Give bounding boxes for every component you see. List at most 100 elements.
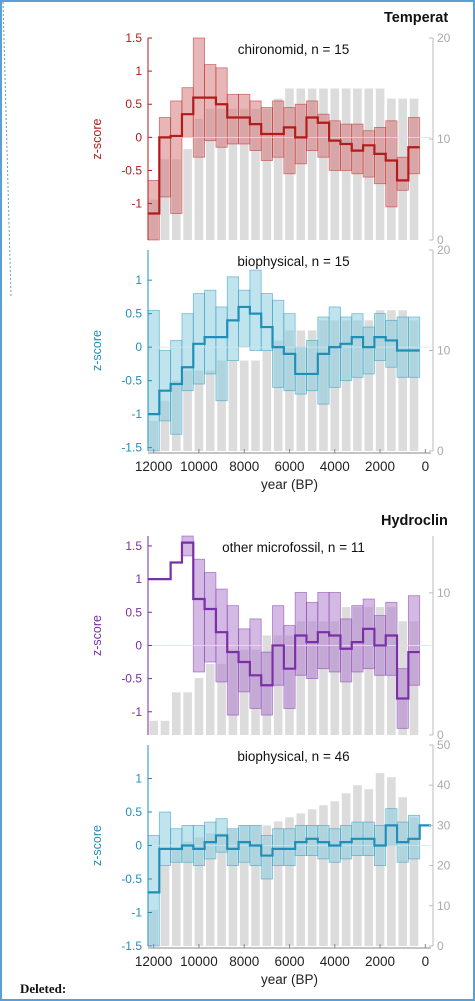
y-tick-label: 1.5 <box>125 539 142 553</box>
x-tick-label: 2000 <box>365 954 395 969</box>
count-bar <box>228 360 238 451</box>
y-tick-label: -1 <box>131 906 142 920</box>
temperature-heading: Temperat <box>384 10 449 26</box>
count-bar <box>183 370 192 451</box>
count-bar <box>375 310 385 451</box>
comment-leader-line <box>2 2 12 297</box>
y2-tick-label: 10 <box>437 344 451 358</box>
count-bar <box>239 649 249 735</box>
y-tick-label: 1.5 <box>125 31 142 45</box>
count-bar <box>364 320 374 451</box>
y-tick-label: 0 <box>135 839 142 853</box>
count-bar <box>205 833 215 946</box>
count-bar <box>160 720 170 735</box>
y-tick-label: 0.5 <box>125 97 142 111</box>
x-tick-label: 2000 <box>365 459 395 474</box>
count-bar <box>194 837 204 946</box>
count-bar <box>251 360 260 451</box>
x-tick-label: 0 <box>422 954 430 969</box>
y-tick-label: -0.5 <box>121 872 142 886</box>
mean-zscore-line <box>148 541 420 700</box>
count-bar <box>171 692 181 735</box>
uncertainty-box <box>407 595 421 686</box>
y2-tick-label: 20 <box>437 31 451 45</box>
y2-tick-label: 10 <box>437 132 451 146</box>
count-bar <box>239 825 249 946</box>
count-bar <box>296 621 306 735</box>
x-tick-label: 6000 <box>274 459 304 474</box>
count-bar <box>194 678 204 735</box>
mean-zscore-line <box>148 305 420 416</box>
y2-tick-label: 20 <box>437 243 451 257</box>
hydroclimate-heading: Hydroclin <box>381 513 448 529</box>
count-bar <box>285 817 294 946</box>
count-bar <box>330 801 340 946</box>
y-tick-label: 0 <box>135 340 142 354</box>
count-bar <box>273 340 283 451</box>
count-bar <box>205 108 215 240</box>
y2-tick-label: 30 <box>437 818 451 832</box>
y-tick-label: 1 <box>135 772 142 786</box>
count-bar <box>194 370 204 451</box>
y2-tick-label: 0 <box>437 939 444 953</box>
count-bar <box>251 825 260 946</box>
x-tick-label: 8000 <box>229 954 259 969</box>
count-bar <box>228 829 238 946</box>
panel-subtitle: biophysical, n = 46 <box>237 749 349 764</box>
y-axis-title: z-score <box>90 118 104 159</box>
y2-tick-label: 10 <box>437 899 451 913</box>
count-bar <box>217 108 226 240</box>
count-bar <box>205 370 215 451</box>
y2-tick-label: 0 <box>437 444 444 458</box>
count-bar <box>409 320 419 451</box>
x-tick-label: 10000 <box>180 459 218 474</box>
count-bar <box>296 813 306 946</box>
y-tick-label: -1.5 <box>121 939 142 953</box>
count-bar <box>183 692 192 735</box>
mean-zscore-line <box>148 96 420 215</box>
count-bar <box>398 797 408 946</box>
count-bar <box>171 849 181 946</box>
y-tick-label: -1.5 <box>121 441 142 455</box>
count-bar <box>341 793 351 946</box>
count-bar <box>149 720 158 735</box>
count-bar <box>239 108 249 240</box>
count-bar <box>341 320 351 451</box>
count-bar <box>183 841 192 946</box>
count-bar <box>160 400 170 451</box>
count-bar <box>319 805 328 946</box>
panel-subtitle: biophysical, n = 15 <box>237 254 349 269</box>
x-axis-title: year (BP) <box>261 972 318 987</box>
count-bar <box>353 320 362 451</box>
x-tick-label: 0 <box>422 459 430 474</box>
count-bar <box>217 663 226 735</box>
panel-subtitle: other microfossil, n = 11 <box>222 540 365 555</box>
y-tick-label: 0.5 <box>125 805 142 819</box>
y-axis-title: z-score <box>90 825 104 866</box>
count-bar <box>217 833 226 946</box>
count-bar <box>262 350 272 451</box>
y-tick-label: 0.5 <box>125 307 142 321</box>
count-bar <box>387 310 396 451</box>
x-tick-label: 4000 <box>320 459 350 474</box>
y-tick-label: 1 <box>135 64 142 78</box>
y-axis-title: z-score <box>90 615 104 656</box>
x-axis-title: year (BP) <box>261 477 318 492</box>
y-tick-label: 0.5 <box>125 605 142 619</box>
y-tick-label: -0.5 <box>121 163 142 177</box>
count-bar <box>296 88 306 240</box>
y-tick-label: 0 <box>135 130 142 144</box>
count-bar <box>205 663 215 735</box>
y2-tick-label: 10 <box>437 586 451 600</box>
count-bar <box>160 865 170 946</box>
count-bar <box>319 88 328 240</box>
count-bar <box>183 149 192 240</box>
count-bar <box>262 108 272 240</box>
x-tick-label: 6000 <box>274 954 304 969</box>
count-bar <box>262 825 272 946</box>
count-bar <box>307 809 317 946</box>
count-bar <box>353 785 362 946</box>
y-tick-label: -1 <box>131 197 142 211</box>
count-bar <box>364 607 374 735</box>
